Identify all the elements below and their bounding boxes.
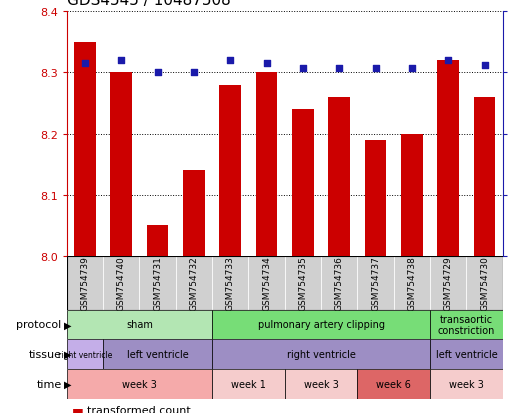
Bar (393, 256, 430, 310)
Text: GSM754730: GSM754730 (480, 256, 489, 310)
Text: tissue: tissue (29, 349, 62, 359)
Bar (401, 134, 423, 256)
Bar (321, 256, 358, 310)
Text: GSM754729: GSM754729 (444, 256, 453, 310)
Text: right ventricle: right ventricle (287, 349, 356, 359)
Text: sham: sham (126, 320, 153, 330)
Text: week 3: week 3 (449, 379, 484, 389)
Bar (437, 61, 459, 256)
Text: GSM754731: GSM754731 (153, 256, 162, 310)
Bar (358, 369, 430, 399)
Bar (212, 256, 248, 310)
Point (263, 60, 271, 67)
Point (299, 65, 307, 72)
Text: week 3: week 3 (304, 379, 339, 389)
Point (81, 60, 89, 67)
Text: GSM754733: GSM754733 (226, 256, 235, 310)
Point (444, 58, 452, 64)
Point (408, 65, 416, 72)
Text: pulmonary artery clipping: pulmonary artery clipping (258, 320, 385, 330)
Bar (67, 339, 103, 369)
Bar (430, 369, 503, 399)
Bar (140, 256, 175, 310)
Bar (466, 256, 503, 310)
Bar (292, 110, 314, 256)
Text: GSM754734: GSM754734 (262, 256, 271, 310)
Bar (212, 339, 430, 369)
Text: week 1: week 1 (231, 379, 266, 389)
Point (190, 70, 198, 77)
Bar (285, 369, 358, 399)
Text: right ventricle: right ventricle (57, 350, 112, 359)
Text: protocol: protocol (16, 320, 62, 330)
Bar (219, 85, 241, 256)
Text: transaortic
constriction: transaortic constriction (438, 314, 495, 335)
Bar (430, 339, 503, 369)
Text: GSM754740: GSM754740 (116, 256, 126, 310)
Bar (358, 256, 393, 310)
Bar (212, 310, 430, 339)
Bar (473, 98, 496, 256)
Text: GSM754737: GSM754737 (371, 256, 380, 310)
Text: time: time (36, 379, 62, 389)
Bar (67, 369, 212, 399)
Text: left ventricle: left ventricle (127, 349, 188, 359)
Text: GSM754736: GSM754736 (334, 256, 344, 310)
Text: GSM754735: GSM754735 (299, 256, 307, 310)
Text: GDS4545 / 10487508: GDS4545 / 10487508 (67, 0, 230, 8)
Bar (430, 310, 503, 339)
Bar (67, 256, 103, 310)
Text: week 6: week 6 (377, 379, 411, 389)
Bar (110, 74, 132, 256)
Bar (183, 171, 205, 256)
Bar (365, 140, 386, 256)
Bar (67, 310, 212, 339)
Bar (147, 225, 168, 256)
Bar (103, 256, 140, 310)
Point (481, 63, 489, 69)
Text: GSM754732: GSM754732 (189, 256, 199, 310)
Point (117, 58, 125, 64)
Bar (328, 98, 350, 256)
Bar (248, 256, 285, 310)
Bar (212, 369, 285, 399)
Bar (74, 43, 96, 256)
Bar (103, 339, 212, 369)
Point (335, 65, 343, 72)
Text: transformed count: transformed count (87, 405, 191, 413)
Text: left ventricle: left ventricle (436, 349, 497, 359)
Bar (285, 256, 321, 310)
Text: ▶: ▶ (64, 379, 72, 389)
Bar (175, 256, 212, 310)
Point (226, 58, 234, 64)
Text: week 3: week 3 (122, 379, 157, 389)
Text: ▶: ▶ (64, 349, 72, 359)
Bar (255, 74, 278, 256)
Text: GSM754739: GSM754739 (81, 256, 89, 310)
Point (371, 65, 380, 72)
Bar (430, 256, 466, 310)
Text: ■: ■ (72, 405, 84, 413)
Text: GSM754738: GSM754738 (407, 256, 417, 310)
Point (153, 70, 162, 77)
Text: ▶: ▶ (64, 320, 72, 330)
